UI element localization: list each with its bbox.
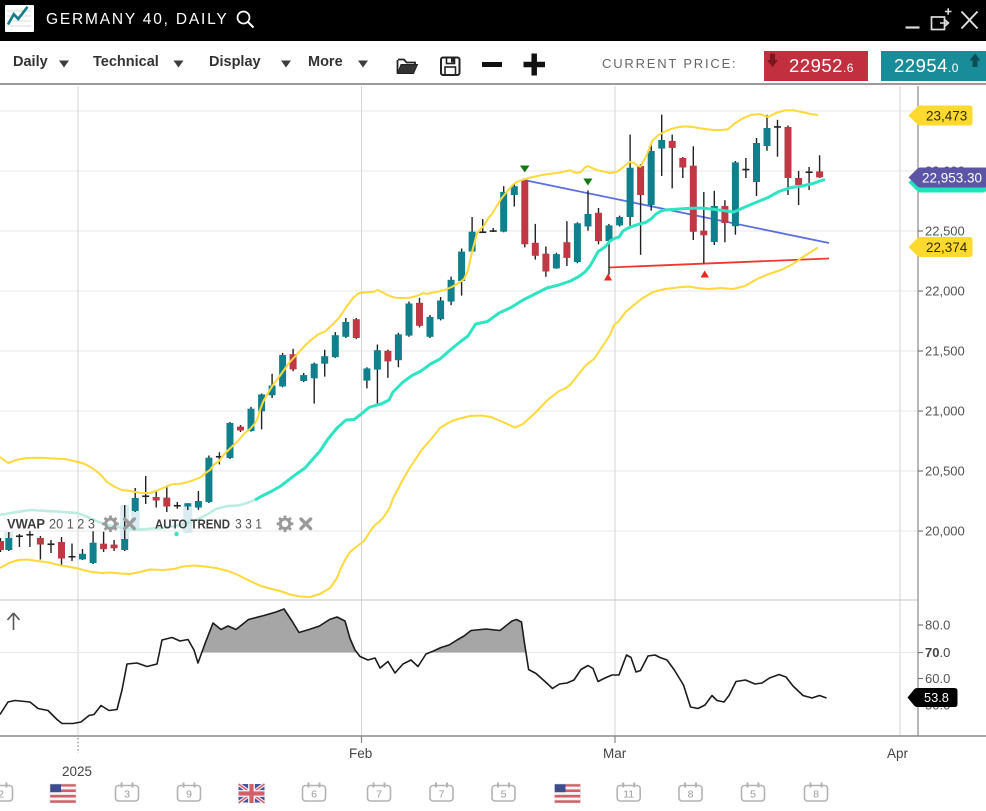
svg-text:7: 7 bbox=[439, 789, 445, 801]
svg-text:22,500: 22,500 bbox=[925, 224, 965, 239]
svg-text:5: 5 bbox=[750, 789, 756, 801]
svg-text:AUTO TREND: AUTO TREND bbox=[155, 517, 230, 532]
svg-text:2: 2 bbox=[0, 789, 4, 801]
svg-text:Feb: Feb bbox=[349, 746, 372, 761]
svg-text:23,473: 23,473 bbox=[926, 108, 967, 123]
svg-text:20 1 2 3: 20 1 2 3 bbox=[49, 517, 95, 532]
svg-text:7: 7 bbox=[376, 789, 382, 801]
svg-text:3: 3 bbox=[124, 789, 130, 801]
svg-text:22,374: 22,374 bbox=[926, 240, 968, 255]
svg-text:VWAP: VWAP bbox=[7, 517, 45, 532]
svg-text:8: 8 bbox=[813, 789, 819, 801]
svg-text:80.0: 80.0 bbox=[925, 618, 950, 633]
svg-text:Apr: Apr bbox=[887, 746, 909, 761]
svg-text:5: 5 bbox=[501, 789, 507, 801]
svg-text:2025: 2025 bbox=[62, 764, 92, 779]
svg-text:11: 11 bbox=[623, 789, 634, 801]
svg-text:70.0: 70.0 bbox=[925, 645, 950, 660]
svg-text:22,000: 22,000 bbox=[925, 284, 965, 299]
svg-text:8: 8 bbox=[688, 789, 694, 801]
svg-text:Mar: Mar bbox=[603, 746, 627, 761]
svg-text:20,500: 20,500 bbox=[925, 464, 965, 479]
svg-text:6: 6 bbox=[311, 789, 317, 801]
svg-text:53.8: 53.8 bbox=[924, 690, 949, 705]
svg-text:20,000: 20,000 bbox=[925, 524, 965, 539]
svg-text:60.0: 60.0 bbox=[925, 671, 950, 686]
svg-text:22,953.30: 22,953.30 bbox=[922, 170, 982, 185]
svg-text:9: 9 bbox=[186, 789, 192, 801]
svg-text:21,000: 21,000 bbox=[925, 404, 965, 419]
svg-text:3 3 1: 3 3 1 bbox=[235, 517, 262, 532]
svg-text:21,500: 21,500 bbox=[925, 344, 965, 359]
